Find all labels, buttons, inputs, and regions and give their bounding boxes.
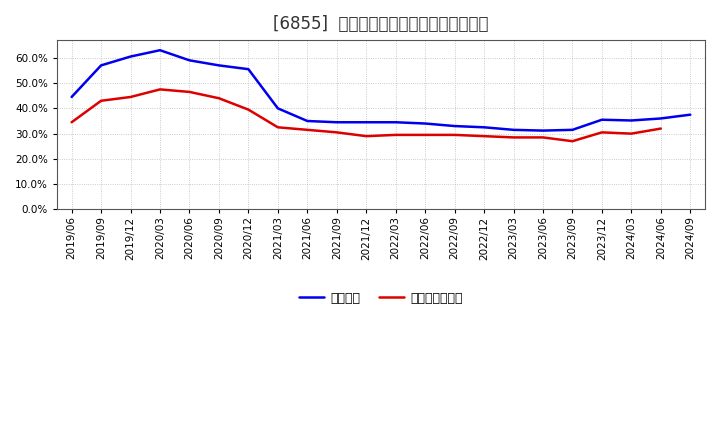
固定比率: [598, 117, 606, 122]
Line: 固定比率: 固定比率: [71, 50, 690, 131]
固定長期適合率: [126, 94, 135, 99]
固定長期適合率: [627, 131, 636, 136]
固定長期適合率: [539, 135, 547, 140]
固定比率: [509, 127, 518, 132]
固定比率: [333, 120, 341, 125]
固定長期適合率: [156, 87, 164, 92]
固定長期適合率: [420, 132, 429, 138]
固定比率: [244, 66, 253, 72]
固定比率: [274, 106, 282, 111]
固定長期適合率: [185, 89, 194, 95]
固定長期適合率: [480, 133, 488, 139]
固定長期適合率: [392, 132, 400, 138]
固定長期適合率: [657, 126, 665, 131]
固定比率: [420, 121, 429, 126]
固定長期適合率: [244, 107, 253, 112]
固定長期適合率: [67, 120, 76, 125]
固定比率: [362, 120, 371, 125]
固定長期適合率: [450, 132, 459, 138]
固定比率: [686, 112, 695, 117]
固定長期適合率: [362, 133, 371, 139]
固定比率: [303, 118, 312, 124]
固定長期適合率: [96, 98, 105, 103]
固定長期適合率: [568, 139, 577, 144]
固定比率: [185, 58, 194, 63]
固定長期適合率: [303, 127, 312, 132]
固定比率: [568, 127, 577, 132]
固定比率: [126, 54, 135, 59]
Title: [6855]  固定比率、固定長期適合率の推移: [6855] 固定比率、固定長期適合率の推移: [273, 15, 489, 33]
固定比率: [67, 94, 76, 99]
固定比率: [215, 63, 223, 68]
固定長期適合率: [598, 130, 606, 135]
固定比率: [627, 118, 636, 123]
固定比率: [96, 63, 105, 68]
固定長期適合率: [215, 95, 223, 101]
固定比率: [450, 123, 459, 128]
固定比率: [480, 125, 488, 130]
Line: 固定長期適合率: 固定長期適合率: [71, 89, 661, 141]
固定長期適合率: [274, 125, 282, 130]
固定比率: [657, 116, 665, 121]
固定長期適合率: [509, 135, 518, 140]
固定長期適合率: [333, 130, 341, 135]
固定比率: [539, 128, 547, 133]
Legend: 固定比率, 固定長期適合率: 固定比率, 固定長期適合率: [294, 287, 468, 310]
固定比率: [156, 48, 164, 53]
固定比率: [392, 120, 400, 125]
